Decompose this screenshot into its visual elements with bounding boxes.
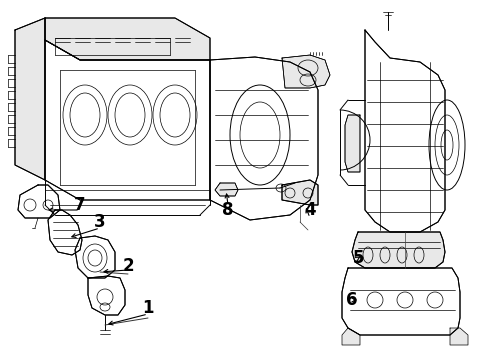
Polygon shape	[352, 232, 445, 268]
Text: 7: 7	[74, 196, 86, 214]
Text: 1: 1	[142, 299, 154, 317]
Polygon shape	[48, 210, 82, 255]
Polygon shape	[45, 18, 210, 60]
Polygon shape	[215, 183, 238, 196]
Polygon shape	[282, 180, 318, 205]
Polygon shape	[88, 276, 125, 315]
Text: 5: 5	[352, 249, 364, 267]
Polygon shape	[345, 115, 360, 172]
Text: 2: 2	[122, 257, 134, 275]
Polygon shape	[45, 40, 210, 200]
Polygon shape	[210, 57, 318, 220]
Polygon shape	[75, 236, 115, 278]
Polygon shape	[15, 18, 45, 180]
Text: 8: 8	[222, 201, 234, 219]
Text: 4: 4	[304, 201, 316, 219]
Text: 3: 3	[94, 213, 106, 231]
Polygon shape	[282, 55, 330, 88]
Polygon shape	[450, 328, 468, 345]
Polygon shape	[342, 328, 360, 345]
Text: 6: 6	[346, 291, 358, 309]
Polygon shape	[18, 185, 60, 218]
Polygon shape	[365, 30, 445, 232]
Polygon shape	[342, 268, 460, 335]
